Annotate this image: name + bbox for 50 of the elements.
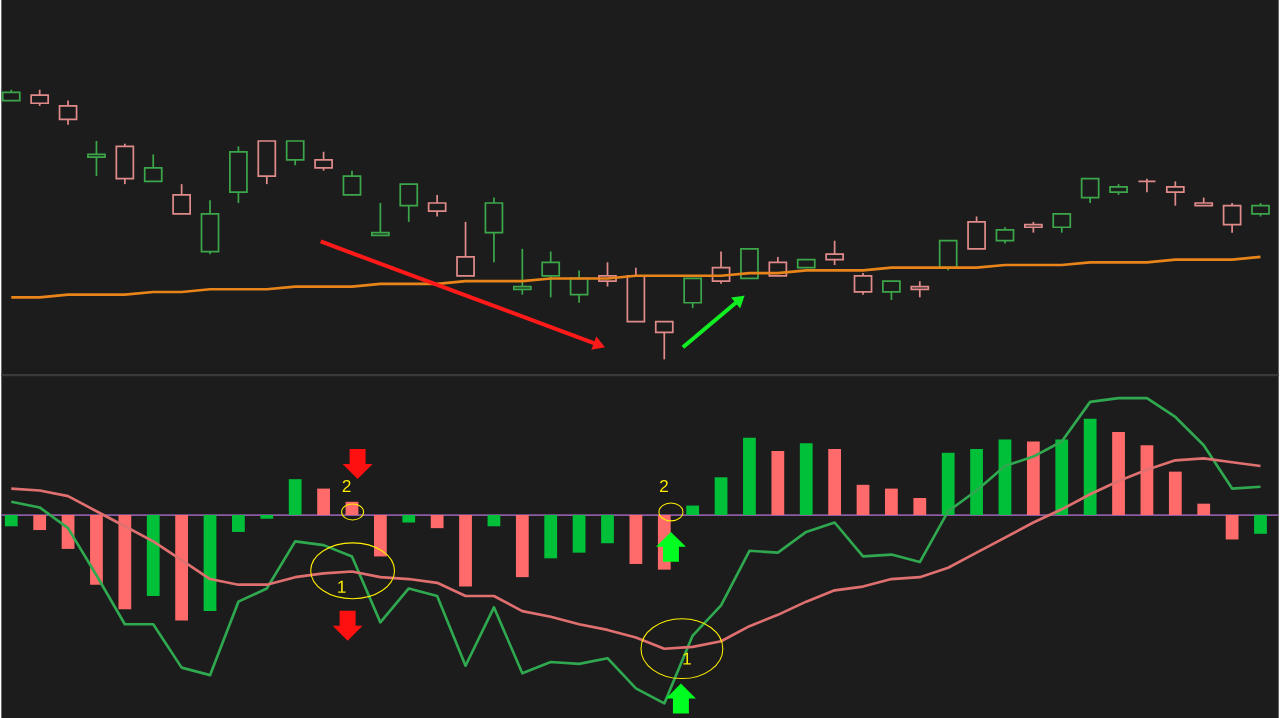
bar <box>288 478 302 515</box>
bar <box>970 448 983 515</box>
bar <box>1112 431 1125 515</box>
bar <box>4 514 18 527</box>
bar <box>601 514 614 544</box>
annotation: 1 <box>338 580 346 593</box>
bar <box>771 450 785 515</box>
bar <box>402 514 416 523</box>
candlestick <box>512 247 532 296</box>
bar <box>799 443 813 515</box>
bar <box>1055 439 1069 515</box>
bar <box>743 437 756 515</box>
bar <box>118 514 132 609</box>
bar <box>629 514 643 564</box>
bar <box>714 477 728 515</box>
bar <box>317 488 330 515</box>
bar <box>686 505 700 515</box>
bar <box>1168 471 1182 515</box>
annotation: 2 <box>342 479 351 492</box>
bar <box>203 514 217 611</box>
bar <box>572 514 586 553</box>
bar <box>1140 445 1154 515</box>
bar <box>90 514 103 585</box>
annotation: 1 <box>683 652 691 665</box>
candlestick <box>541 250 561 298</box>
candlestick <box>910 280 930 298</box>
bar <box>260 514 274 519</box>
bar <box>232 514 245 532</box>
bar <box>459 514 472 587</box>
bar <box>828 448 842 515</box>
bar <box>1225 514 1239 540</box>
bar <box>33 514 47 530</box>
bar <box>913 497 927 515</box>
bar <box>1083 418 1097 515</box>
candlestick <box>569 269 589 304</box>
bar <box>175 514 189 621</box>
annotation: 2 <box>660 479 668 492</box>
bar <box>487 514 501 527</box>
bar <box>430 514 444 528</box>
candlestick <box>1165 180 1185 207</box>
bar <box>1197 503 1211 515</box>
bar <box>146 514 160 596</box>
bar <box>515 514 529 577</box>
bar <box>856 484 870 515</box>
bar <box>941 452 955 515</box>
bar <box>1254 514 1267 534</box>
bar <box>373 514 387 557</box>
bar <box>544 514 558 559</box>
bar <box>1026 441 1040 515</box>
bar <box>885 488 898 515</box>
